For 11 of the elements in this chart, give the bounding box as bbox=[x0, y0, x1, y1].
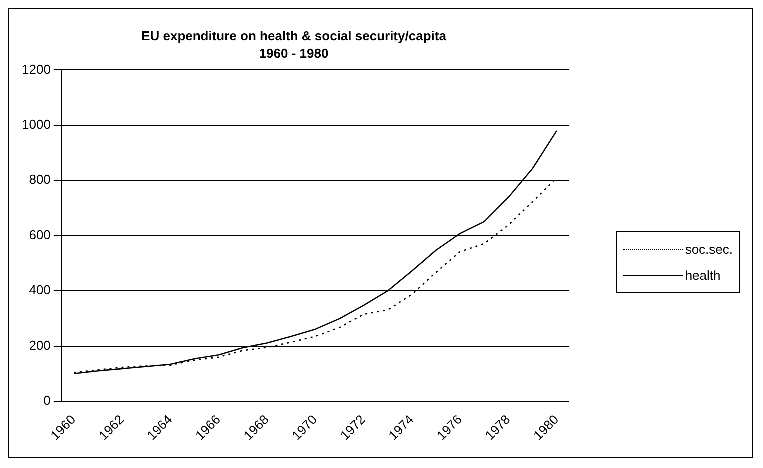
chart-subtitle: 1960 - 1980 bbox=[259, 46, 329, 61]
y-tick-label: 1200 bbox=[22, 62, 51, 77]
y-tick-label: 600 bbox=[29, 227, 51, 242]
legend-label: health bbox=[685, 268, 721, 282]
chart-title: EU expenditure on health & social security/capita bbox=[142, 28, 448, 44]
y-tick-label: 800 bbox=[29, 172, 51, 188]
y-tick-label: 200 bbox=[29, 338, 51, 353]
y-tick-label: 0 bbox=[44, 393, 51, 408]
legend-label: soc.sec. bbox=[685, 242, 733, 256]
y-tick-label: 400 bbox=[29, 282, 51, 298]
y-tick-label: 1000 bbox=[22, 117, 51, 132]
